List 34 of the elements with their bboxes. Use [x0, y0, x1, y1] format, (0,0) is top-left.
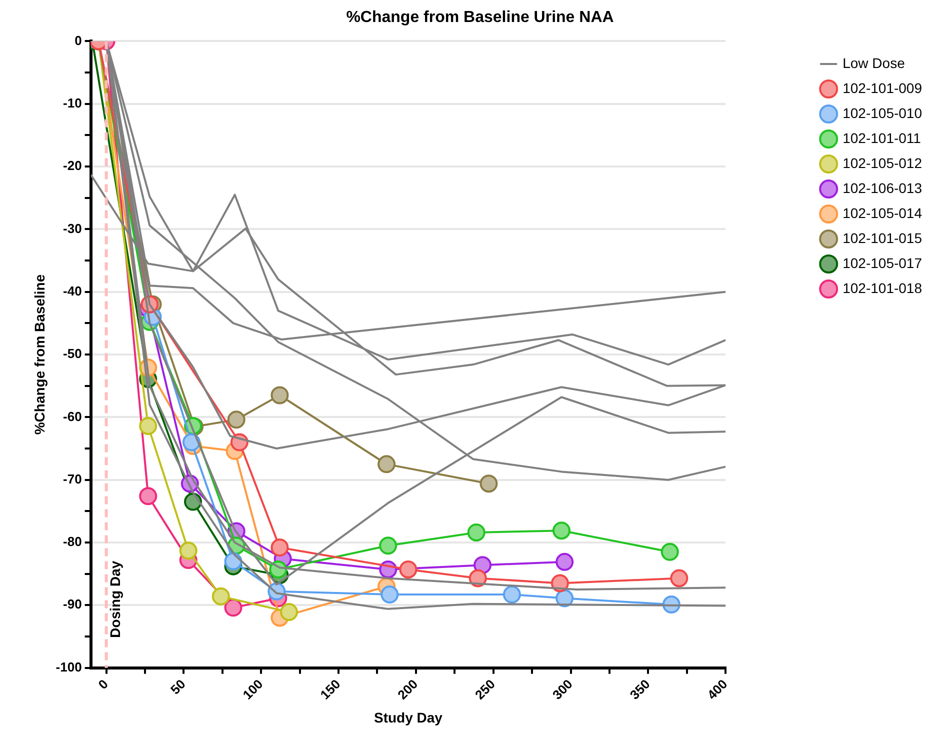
legend-label: 102-106-013 — [842, 180, 922, 196]
legend-label: 102-101-015 — [842, 230, 922, 246]
x-tick-label: 50 — [168, 676, 188, 698]
legend-label: 102-105-017 — [842, 254, 922, 271]
y-tick-label: -70 — [63, 471, 82, 486]
chart-title: %Change from Baseline Urine NAA — [346, 9, 614, 26]
y-tick-label: -40 — [63, 283, 82, 298]
x-tick-label: 250 — [472, 676, 498, 702]
legend-label: Low Dose — [842, 54, 906, 71]
y-tick-label: -20 — [63, 158, 82, 174]
y-tick-label: -90 — [63, 596, 82, 612]
y-tick-label: -30 — [63, 220, 82, 236]
y-axis-title: %Change from Baseline — [31, 274, 48, 435]
ref-line-label: Dosing Day — [107, 560, 124, 638]
legend-label: 102-105-012 — [842, 154, 922, 171]
y-tick-label: 0 — [74, 32, 82, 48]
y-tick-label: -50 — [63, 346, 82, 362]
x-tick-label: 300 — [549, 676, 576, 702]
x-tick-label: 0 — [95, 676, 111, 692]
x-tick-label: 150 — [317, 676, 344, 702]
y-tick-label: -10 — [63, 95, 82, 110]
y-tick-label: -80 — [63, 534, 82, 550]
x-tick-label: 200 — [394, 676, 421, 702]
legend-label: 102-101-009 — [842, 80, 922, 96]
x-tick-label: 400 — [704, 676, 730, 702]
legend-label: 102-105-014 — [842, 204, 922, 221]
x-tick-label: 100 — [240, 676, 266, 702]
x-tick-label: 350 — [626, 676, 653, 702]
y-tick-label: -100 — [56, 659, 82, 674]
legend-label: 102-105-010 — [842, 104, 922, 121]
legend-label: 102-101-018 — [842, 280, 922, 296]
legend-label: 102-101-011 — [842, 130, 922, 146]
y-tick-label: -60 — [63, 408, 82, 424]
x-axis-title: Study Day — [374, 709, 443, 726]
